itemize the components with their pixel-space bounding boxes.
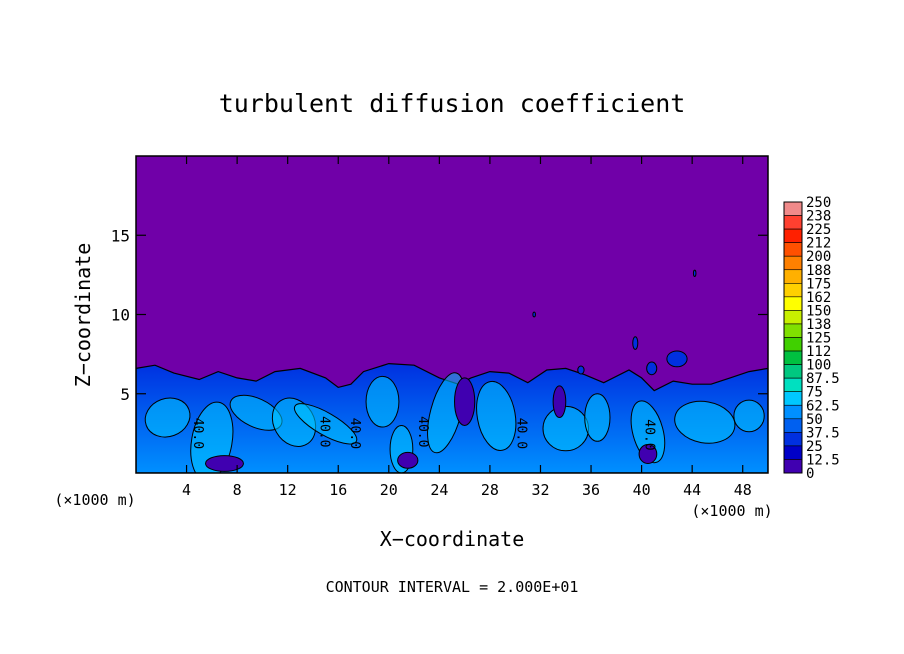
colorbar-label: 0 bbox=[806, 466, 814, 482]
colorbar-swatch bbox=[783, 242, 803, 257]
x-tick-label: 20 bbox=[380, 481, 398, 499]
contour-label: 40.0 bbox=[415, 416, 430, 447]
colorbar-label: 200 bbox=[806, 249, 831, 265]
contour-label: 40.0 bbox=[317, 416, 332, 447]
x-tick-label: 8 bbox=[233, 481, 242, 499]
colorbar-swatch bbox=[783, 432, 803, 447]
x-tick-label: 16 bbox=[329, 481, 347, 499]
low-value-pocket bbox=[397, 451, 419, 469]
x-tick-label: 4 bbox=[182, 481, 191, 499]
colorbar-label: 87.5 bbox=[806, 371, 840, 387]
eddy-contour bbox=[733, 399, 765, 433]
colorbar-swatch bbox=[783, 459, 803, 474]
x-unit-label-right: (×1000 m) bbox=[691, 502, 772, 520]
colorbar-swatch bbox=[783, 201, 803, 216]
eddy-contour bbox=[144, 397, 191, 438]
colorbar-swatch bbox=[783, 215, 803, 230]
colorbar-swatch bbox=[783, 377, 803, 392]
colorbar-label: 37.5 bbox=[806, 425, 840, 441]
x-tick-label: 36 bbox=[582, 481, 600, 499]
detached-eddy bbox=[692, 269, 697, 277]
colorbar-swatch bbox=[783, 364, 803, 379]
colorbar-label: 175 bbox=[806, 276, 831, 292]
colorbar-swatch bbox=[783, 391, 803, 406]
colorbar-swatch bbox=[783, 445, 803, 460]
x-tick-label: 24 bbox=[430, 481, 448, 499]
low-value-pocket bbox=[638, 443, 658, 464]
x-tick-label: 48 bbox=[734, 481, 752, 499]
colorbar-label: 212 bbox=[806, 236, 831, 252]
x-axis-label: X−coordinate bbox=[380, 527, 525, 551]
y-axis-label: Z−coordinate bbox=[71, 243, 95, 388]
eddy-contour bbox=[293, 403, 358, 445]
eddy-contour bbox=[542, 405, 590, 452]
colorbar-frame bbox=[783, 201, 803, 474]
colorbar-swatch bbox=[783, 282, 803, 298]
x-tick-label: 40 bbox=[633, 481, 651, 499]
eddy-contour bbox=[365, 375, 400, 428]
colorbar-swatch bbox=[783, 296, 803, 311]
x-tick-label: 44 bbox=[683, 481, 701, 499]
detached-eddy bbox=[646, 361, 658, 376]
chart-title: turbulent diffusion coefficient bbox=[219, 89, 686, 118]
colorbar-label: 112 bbox=[806, 344, 831, 360]
colorbar: 2502382252122001881751621501381251121008… bbox=[783, 195, 840, 482]
detached-eddy bbox=[632, 336, 639, 350]
colorbar-swatch bbox=[783, 228, 803, 243]
y-tick-label: 15 bbox=[111, 226, 130, 245]
colorbar-label: 162 bbox=[806, 290, 831, 306]
colorbar-label: 50 bbox=[806, 412, 823, 428]
detached-eddy bbox=[666, 350, 688, 368]
colorbar-label: 250 bbox=[806, 195, 831, 211]
colorbar-label: 138 bbox=[806, 317, 831, 333]
x-tick-label: 12 bbox=[279, 481, 297, 499]
low-value-pocket bbox=[552, 385, 567, 419]
eddy-contour bbox=[630, 400, 666, 464]
detached-eddy bbox=[532, 311, 536, 318]
colorbar-label: 125 bbox=[806, 331, 831, 347]
detached-eddy bbox=[577, 365, 585, 375]
eddy-contour bbox=[584, 393, 611, 442]
contour-label: 40.0 bbox=[641, 419, 656, 450]
colorbar-label: 188 bbox=[806, 263, 831, 279]
contour-label: 40.0 bbox=[514, 418, 529, 449]
colorbar-swatch bbox=[783, 337, 803, 352]
x-tick-label: 28 bbox=[481, 481, 499, 499]
colorbar-label: 62.5 bbox=[806, 398, 840, 414]
x-unit-label: (×1000 m) bbox=[54, 491, 135, 509]
contour-label: 40.0 bbox=[190, 418, 205, 449]
colorbar-label: 100 bbox=[806, 358, 831, 374]
y-tick-label: 10 bbox=[111, 306, 130, 325]
low-value-pocket bbox=[454, 377, 476, 426]
low-value-pocket bbox=[205, 455, 244, 472]
colorbar-swatch bbox=[783, 310, 803, 325]
colorbar-swatch bbox=[783, 350, 803, 365]
colorbar-label: 238 bbox=[806, 209, 831, 225]
colorbar-swatch bbox=[783, 255, 803, 271]
eddy-contour bbox=[476, 380, 517, 451]
x-tick-label: 32 bbox=[531, 481, 549, 499]
colorbar-swatch bbox=[783, 269, 803, 284]
colorbar-label: 225 bbox=[806, 222, 831, 238]
contour-interval-note: CONTOUR INTERVAL = 2.000E+01 bbox=[326, 578, 579, 596]
y-tick-label: 5 bbox=[120, 385, 130, 404]
colorbar-label: 75 bbox=[806, 385, 823, 401]
colorbar-label: 25 bbox=[806, 439, 823, 455]
colorbar-label: 150 bbox=[806, 303, 831, 319]
colorbar-swatch bbox=[783, 418, 803, 433]
plot-area: 40.0 40.0 40.0 40.0 40.0 40.0 bbox=[135, 155, 769, 474]
contour-label: 40.0 bbox=[347, 418, 362, 449]
colorbar-swatch bbox=[783, 404, 803, 420]
eddy-contour bbox=[674, 400, 736, 444]
colorbar-swatch bbox=[783, 323, 803, 338]
colorbar-label: 12.5 bbox=[806, 452, 840, 468]
